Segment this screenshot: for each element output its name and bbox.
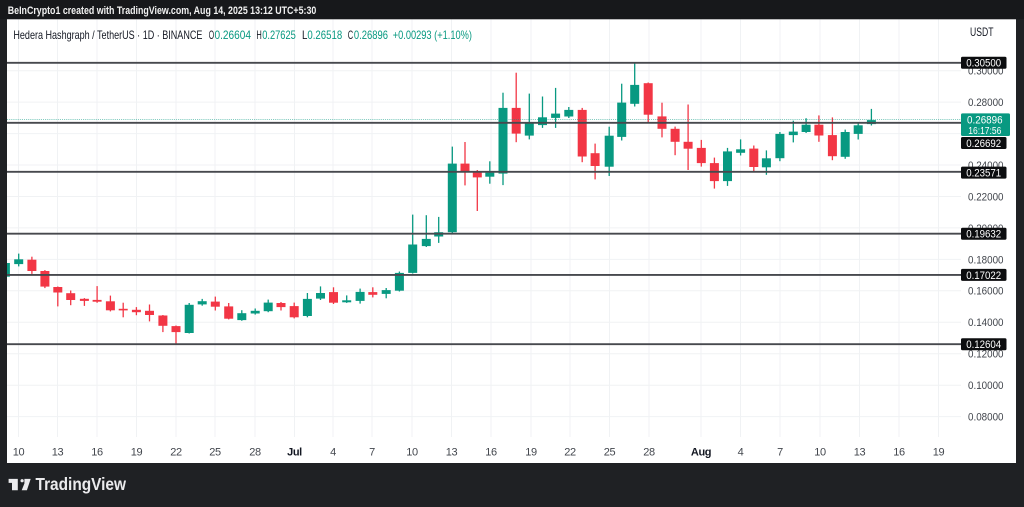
svg-text:28: 28 — [643, 446, 655, 458]
svg-text:16: 16 — [893, 446, 905, 458]
svg-text:10: 10 — [814, 446, 826, 458]
svg-text:4: 4 — [738, 446, 744, 458]
svg-text:Hedera Hashgraph / TetherUS ·: Hedera Hashgraph / TetherUS · 1D · BINAN… — [13, 28, 202, 42]
svg-text:7: 7 — [777, 446, 783, 458]
svg-text:0.08000: 0.08000 — [968, 412, 1004, 424]
svg-text:0.27625: 0.27625 — [262, 28, 296, 42]
svg-text:0.26518: 0.26518 — [307, 28, 342, 42]
svg-text:10: 10 — [13, 446, 25, 458]
svg-text:0.22000: 0.22000 — [968, 191, 1004, 203]
svg-text:0.23571: 0.23571 — [966, 168, 1001, 180]
svg-text:H: H — [256, 28, 261, 42]
svg-text:0.26896: 0.26896 — [967, 114, 1003, 126]
svg-text:13: 13 — [52, 446, 64, 458]
svg-text:0.26692: 0.26692 — [966, 138, 1001, 150]
svg-text:7: 7 — [369, 446, 375, 458]
svg-text:19: 19 — [525, 446, 537, 458]
svg-text:0.14000: 0.14000 — [968, 317, 1004, 329]
svg-text:USDT: USDT — [970, 27, 994, 39]
svg-text:TradingView: TradingView — [36, 474, 127, 494]
svg-text:0.26604: 0.26604 — [215, 28, 252, 42]
svg-text:Jul: Jul — [287, 446, 302, 458]
svg-text:22: 22 — [170, 446, 182, 458]
svg-text:0.18000: 0.18000 — [968, 254, 1004, 266]
svg-text:O: O — [209, 28, 214, 42]
svg-text:13: 13 — [854, 446, 866, 458]
svg-text:19: 19 — [933, 446, 945, 458]
svg-text:0.30500: 0.30500 — [966, 58, 1001, 70]
svg-text:0.17022: 0.17022 — [966, 270, 1001, 282]
svg-text:L: L — [302, 28, 308, 42]
svg-text:16:17:56: 16:17:56 — [968, 126, 1001, 137]
svg-text:0.28000: 0.28000 — [968, 97, 1004, 109]
svg-text:0.12604: 0.12604 — [966, 339, 1001, 351]
svg-text:28: 28 — [249, 446, 261, 458]
svg-text:C: C — [348, 28, 354, 42]
svg-text:25: 25 — [604, 446, 616, 458]
svg-text:4: 4 — [330, 446, 336, 458]
svg-text:25: 25 — [209, 446, 221, 458]
svg-text:0.12000: 0.12000 — [968, 349, 1004, 361]
svg-text:+0.00293 (+1.10%): +0.00293 (+1.10%) — [393, 28, 472, 42]
svg-text:16: 16 — [485, 446, 497, 458]
svg-text:0.19632: 0.19632 — [966, 229, 1001, 241]
svg-text:0.10000: 0.10000 — [968, 380, 1004, 392]
svg-text:19: 19 — [131, 446, 143, 458]
svg-text:0.26896: 0.26896 — [354, 28, 388, 42]
svg-text:13: 13 — [446, 446, 458, 458]
svg-text:Aug: Aug — [691, 446, 711, 458]
svg-text:BeInCrypto1 created with Tradi: BeInCrypto1 created with TradingView.com… — [8, 5, 317, 17]
svg-text:16: 16 — [91, 446, 103, 458]
svg-text:22: 22 — [564, 446, 576, 458]
svg-text:10: 10 — [406, 446, 418, 458]
svg-text:0.16000: 0.16000 — [968, 286, 1004, 298]
